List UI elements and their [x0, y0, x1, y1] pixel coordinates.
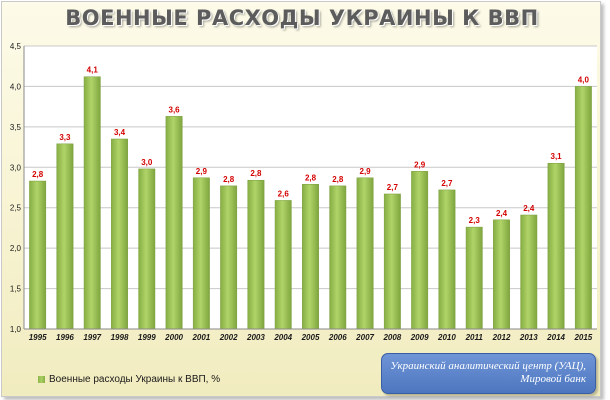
bar-2003: [247, 179, 265, 330]
bar-2010: [438, 189, 456, 330]
bar-2005: [302, 184, 319, 330]
data-label: 2,6: [278, 189, 290, 198]
bar-2008: [383, 193, 401, 330]
bar-2013: [520, 214, 538, 330]
bar-2009: [411, 171, 429, 330]
data-label: 2,7: [441, 179, 453, 188]
x-tick-label: 1999: [138, 333, 156, 342]
bar-1996: [56, 143, 74, 330]
bar-2002: [220, 185, 238, 330]
data-label: 3,6: [169, 105, 181, 114]
bar-2012: [493, 219, 510, 330]
x-tick-label: 2004: [273, 333, 292, 342]
data-label: 3,4: [114, 128, 126, 137]
x-tick-label: 2010: [437, 333, 456, 342]
y-tick-label: 3,0: [10, 163, 22, 172]
data-label: 2,8: [305, 173, 317, 182]
data-label: 3,3: [59, 133, 71, 142]
data-label: 2,4: [523, 204, 535, 213]
x-tick-label: 1997: [83, 333, 101, 342]
y-tick-label: 2,5: [10, 204, 22, 213]
x-tick-label: 2009: [410, 333, 429, 342]
data-label: 2,8: [332, 175, 344, 184]
legend-swatch: [38, 375, 45, 383]
y-tick-label: 4,0: [10, 82, 22, 91]
x-tick-label: 2006: [328, 333, 347, 342]
source-line-2: Мировой банк: [520, 373, 586, 385]
data-label: 2,8: [250, 169, 262, 178]
x-tick-label: 2015: [573, 333, 592, 342]
data-label: 2,3: [469, 216, 481, 225]
bar-1998: [111, 138, 128, 330]
y-tick-label: 2,0: [10, 244, 22, 253]
data-label: 4,1: [87, 66, 99, 75]
bar-1997: [83, 76, 101, 330]
data-label: 2,9: [196, 167, 208, 176]
y-tick-label: 1,0: [10, 325, 22, 334]
bar-1995: [29, 180, 47, 330]
bar-2006: [329, 185, 347, 330]
legend-label: Военные расходы Украины к ВВП, %: [49, 373, 221, 385]
data-label: 3,1: [551, 152, 563, 161]
bar-2014: [547, 162, 565, 330]
x-tick-label: 2008: [382, 333, 401, 342]
bar-2000: [165, 116, 183, 330]
data-label: 2,8: [223, 175, 235, 184]
x-tick-label: 2013: [519, 333, 538, 342]
x-tick-label: 2012: [492, 333, 511, 342]
data-label: 4,0: [578, 75, 590, 84]
x-tick-label: 1996: [56, 333, 74, 342]
legend: Военные расходы Украины к ВВП, %: [38, 372, 220, 386]
x-tick-label: 2014: [546, 333, 565, 342]
bar-2011: [465, 226, 483, 330]
y-tick-label: 4,5: [10, 42, 22, 51]
y-tick-label: 1,5: [10, 285, 22, 294]
data-label: 2,9: [414, 160, 426, 169]
x-tick-label: 2011: [465, 333, 484, 342]
x-tick-label: 1998: [111, 333, 129, 342]
x-tick-label: 2003: [246, 333, 265, 342]
x-tick-label: 2002: [219, 333, 238, 342]
bar-2004: [274, 200, 292, 330]
bar-2007: [356, 177, 374, 330]
x-tick-label: 2005: [301, 333, 320, 342]
y-tick-label: 3,5: [10, 123, 22, 132]
x-tick-label: 2007: [355, 333, 374, 342]
bar-2001: [192, 177, 210, 330]
data-label: 2,8: [32, 170, 44, 179]
x-tick-label: 2001: [191, 333, 210, 342]
data-label: 2,7: [387, 183, 399, 192]
x-tick-label: 2000: [164, 333, 183, 342]
data-label: 2,9: [360, 167, 372, 176]
source-box: Украинский аналитический центр (УАЦ), Ми…: [381, 353, 596, 394]
chart-title: ВОЕННЫЕ РАСХОДЫ УКРАИНЫ К ВВП: [65, 6, 539, 30]
bar-1999: [138, 168, 156, 330]
bar-2015: [574, 86, 592, 330]
data-label: 3,0: [141, 158, 153, 167]
source-line-1: Украинский аналитический центр (УАЦ),: [390, 360, 586, 372]
x-tick-label: 1995: [29, 333, 47, 342]
data-label: 2,4: [496, 209, 508, 218]
